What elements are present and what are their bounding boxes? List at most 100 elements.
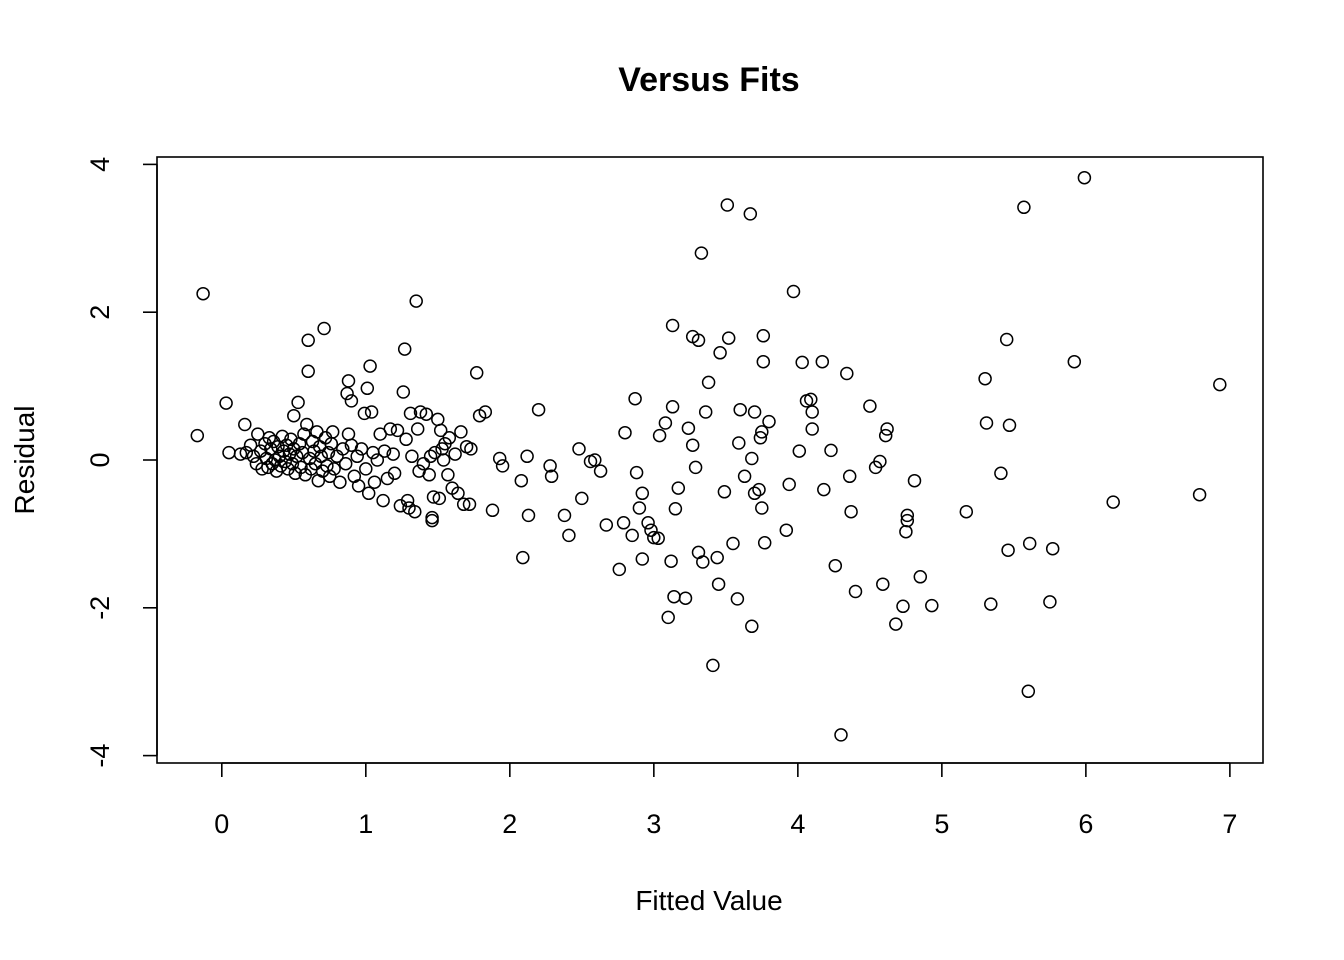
scatter-point [575,491,589,506]
scatter-point [668,502,683,516]
scatter-point [423,449,438,464]
scatter-point [900,513,915,528]
scatter-point [651,531,665,546]
scatter-point [664,554,678,568]
scatter-point [978,371,992,386]
scatter-point [863,399,877,413]
scatter-point [665,400,680,414]
y-axis-label: Residual [9,406,40,515]
scatter-point [1067,354,1082,369]
scatter-point [880,422,894,436]
scatter-point [360,381,375,396]
scatter-point [756,329,771,343]
scatter-point [757,536,772,550]
x-tick-label: 4 [790,809,805,839]
scatter-point [287,408,301,423]
scatter-point [233,447,248,461]
scatter-point [824,443,838,458]
scatter-point [333,475,347,489]
scatter-point [442,431,457,445]
scatter-point [710,550,724,565]
scatter-point [805,422,819,436]
scatter-point [713,346,727,360]
scatter-point [341,427,356,441]
scatter-point [1043,595,1057,609]
scatter-point [367,475,382,489]
scatter-point [1077,170,1092,185]
scatter-point [628,391,642,406]
x-tick-label: 7 [1222,809,1237,839]
scatter-point [747,486,762,501]
scatter-point [717,485,732,499]
y-tick-label: 0 [85,452,115,467]
scatter-point [817,482,831,497]
scatter-point [786,284,801,299]
scatter-point [351,479,366,493]
scatter-point [899,524,913,539]
scatter-point [278,454,292,469]
x-axis: 0 1 2 3 4 5 6 7 [214,762,1237,839]
scatter-point [297,427,311,441]
scatter-point [543,459,557,473]
scatter-point [350,449,364,464]
scatter-point [456,497,471,512]
scatter-point [451,486,465,501]
scatter-point [745,451,759,466]
y-tick-label: -4 [85,744,115,768]
scatter-point [755,425,769,439]
scatter-point [848,584,863,599]
scatter-point [399,432,413,447]
scatter-point [652,428,667,443]
scatter-point [753,431,768,445]
scatter-point [834,728,848,742]
scatter-point [403,406,418,421]
scatter-point [730,592,745,606]
scatter-point [516,550,530,565]
data-points [190,170,1227,742]
scatter-point [239,445,254,460]
scatter-point [572,442,586,456]
scatter-point [792,444,807,458]
scatter-point [593,464,608,478]
scatter-point [397,342,412,356]
x-tick-label: 1 [358,809,373,839]
scatter-point [804,392,818,407]
scatter-point [644,523,658,537]
x-tick-label: 3 [646,809,661,839]
scatter-point [396,385,411,399]
scatter-point [805,405,819,419]
scatter-point [448,447,462,461]
scatter-point [310,425,324,439]
scatter-point [984,597,998,611]
scatter-point [756,354,771,369]
scatter-point [327,462,341,476]
scatter-point [1106,495,1120,509]
x-axis-label: Fitted Value [635,885,782,916]
scatter-point [562,528,576,543]
scatter-point [1022,536,1037,551]
scatter-point [265,456,279,471]
scatter-point [1213,377,1227,392]
scatter-point [325,425,340,439]
scatter-point [544,469,559,484]
scatter-point [1192,487,1207,502]
scatter-point [425,510,439,525]
scatter-point [531,402,546,417]
scatter-point [521,508,536,523]
scatter-point [747,405,762,419]
scatter-point [433,423,448,438]
scatter-point [196,286,210,301]
scatter-point [743,207,758,221]
scatter-point [782,477,796,492]
scatter-point [441,468,455,482]
y-tick-label: 2 [85,305,115,320]
scatter-point [925,598,939,613]
scatter-point [755,501,769,515]
scatter-point [413,405,428,419]
scatter-point [840,366,854,381]
scatter-point [478,405,493,419]
scatter-point [635,552,650,566]
scatter-point [436,453,451,467]
scatter-point [357,406,372,421]
